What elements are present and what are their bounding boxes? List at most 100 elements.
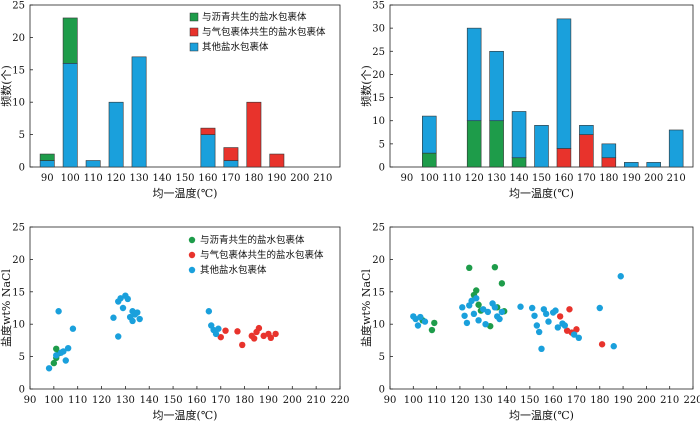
y-tick-label: 15 [372, 93, 385, 104]
x-tick-label: 130 [130, 173, 149, 184]
point-other [570, 331, 578, 338]
y-tick-label: 30 [372, 24, 385, 35]
x-tick-label: 200 [644, 173, 663, 184]
point-other [129, 317, 136, 325]
point-other [463, 319, 471, 327]
point-other [552, 307, 559, 314]
point-other [475, 317, 482, 324]
y-tick-label: 10 [372, 320, 385, 331]
bar-other [200, 134, 216, 168]
point-other [60, 348, 67, 355]
point-other [498, 308, 506, 316]
point-other [596, 304, 603, 312]
x-tick-label: 170 [221, 173, 240, 184]
bar-other [85, 160, 101, 168]
point-bitumen [491, 263, 499, 271]
bar-other [466, 27, 482, 122]
x-tick-label: 150 [175, 173, 194, 184]
plot-frame [389, 226, 694, 390]
y-tick-label: 0 [379, 385, 385, 396]
point-other [473, 295, 480, 302]
point-other [124, 295, 131, 303]
y-tick-label: 15 [372, 287, 385, 298]
point-gas [217, 333, 224, 341]
bar-gas [579, 134, 594, 168]
x-tick-label: 200 [290, 173, 309, 184]
y-tick-label: 5 [19, 130, 25, 141]
plot-frame [29, 226, 341, 390]
y-tick-label: 20 [372, 70, 385, 81]
x-tick-label: 180 [235, 395, 254, 406]
x-tick-label: 150 [520, 395, 539, 406]
point-other [459, 304, 466, 311]
y-tick-label: 5 [19, 352, 25, 363]
bar-gas [269, 153, 285, 168]
point-other [533, 322, 541, 329]
y-axis-title: 频数(个) [0, 65, 13, 107]
point-other [55, 308, 62, 315]
point-other [482, 321, 489, 328]
point-other [517, 303, 524, 310]
y-tick-label: 25 [12, 1, 25, 12]
x-tick-label: 130 [487, 173, 506, 184]
bar-gas [223, 147, 239, 161]
point-gas [239, 341, 246, 349]
x-tick-label: 120 [465, 173, 484, 184]
point-other [575, 334, 582, 342]
bar-gas [556, 148, 572, 168]
point-bitumen [428, 326, 436, 334]
bar-bitumen [466, 120, 482, 168]
point-other [115, 333, 122, 340]
y-tick-label: 0 [19, 385, 25, 396]
point-other [538, 345, 545, 353]
point-gas [234, 328, 241, 335]
x-tick-label: 210 [660, 395, 679, 406]
y-tick-label: 25 [372, 47, 385, 58]
point-other [421, 318, 429, 325]
bar-bitumen [39, 153, 55, 161]
legend-label-bitumen: 与沥青共生的盐水包裹体 [202, 11, 307, 23]
x-tick-label: 180 [590, 395, 609, 406]
point-other [470, 310, 478, 318]
x-axis-title: 均一温度(℃) [153, 186, 218, 200]
legend-swatch-bitumen [189, 12, 199, 22]
legend-label-gas: 与气包裹体共生的盐水包裹体 [200, 249, 324, 261]
point-other [617, 273, 624, 280]
bar-gas [200, 127, 216, 135]
legend-label-other: 其他盐水包裹体 [202, 41, 269, 53]
x-tick-label: 210 [307, 395, 326, 406]
bar-gas [601, 157, 617, 168]
x-tick-label: 190 [267, 173, 286, 184]
legend-swatch-gas [189, 27, 199, 37]
x-tick-label: 210 [667, 173, 686, 184]
x-tick-label: 170 [567, 395, 586, 406]
bar-other [601, 143, 617, 159]
y-tick-label: 10 [12, 320, 25, 331]
point-other [531, 312, 538, 319]
bar-gas [246, 101, 262, 168]
x-tick-label: 140 [510, 173, 529, 184]
legend-label-other: 其他盐水包裹体 [200, 264, 267, 276]
bar-bitumen [511, 157, 527, 168]
y-tick-label: 35 [372, 1, 385, 12]
point-other [134, 309, 141, 316]
x-tick-label: 150 [164, 395, 183, 406]
point-other [610, 343, 617, 350]
point-gas [255, 324, 263, 332]
x-tick-label: 200 [637, 395, 656, 406]
point-gas [272, 330, 279, 338]
histogram-left: 0 5 10 15 20 25 频数(个) 均一温度(℃) 90 100 110 120 130 140 1… [0, 1, 341, 200]
y-tick-label: 10 [12, 98, 25, 109]
x-tick-label: 170 [577, 173, 596, 184]
x-tick-label: 140 [152, 173, 171, 184]
point-bitumen [498, 280, 506, 287]
x-tick-label: 160 [198, 173, 217, 184]
point-gas [598, 341, 606, 348]
point-other [491, 304, 499, 311]
point-bitumen [466, 264, 473, 272]
x-tick-label: 130 [116, 395, 135, 406]
legend-label-bitumen: 与沥青共生的盐水包裹体 [200, 234, 305, 246]
x-tick-label: 190 [622, 173, 641, 184]
legend-marker-gas [188, 251, 196, 259]
